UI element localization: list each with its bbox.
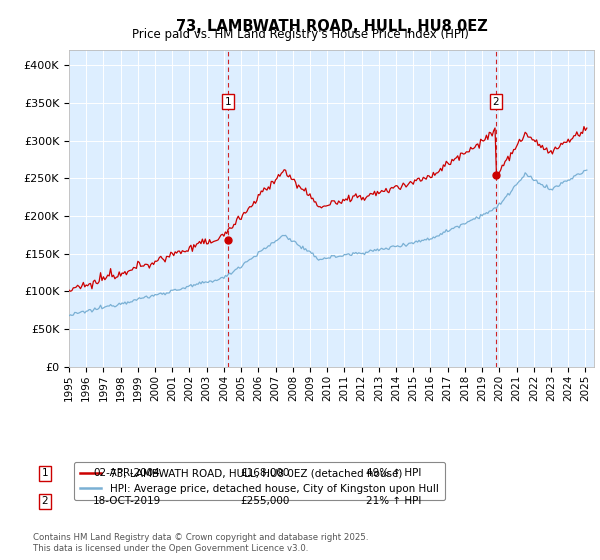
Text: £255,000: £255,000 [240,496,289,506]
Text: Price paid vs. HM Land Registry's House Price Index (HPI): Price paid vs. HM Land Registry's House … [131,28,469,41]
Title: 73, LAMBWATH ROAD, HULL, HU8 0EZ: 73, LAMBWATH ROAD, HULL, HU8 0EZ [176,19,487,34]
Text: 1: 1 [41,468,49,478]
Text: 02-APR-2004: 02-APR-2004 [93,468,160,478]
Text: Contains HM Land Registry data © Crown copyright and database right 2025.
This d: Contains HM Land Registry data © Crown c… [33,533,368,553]
Text: 2: 2 [41,496,49,506]
Legend: 73, LAMBWATH ROAD, HULL, HU8 0EZ (detached house), HPI: Average price, detached : 73, LAMBWATH ROAD, HULL, HU8 0EZ (detach… [74,462,445,500]
Text: 18-OCT-2019: 18-OCT-2019 [93,496,161,506]
Text: 49% ↑ HPI: 49% ↑ HPI [366,468,421,478]
Text: £168,000: £168,000 [240,468,289,478]
Text: 2: 2 [493,97,499,106]
Text: 1: 1 [225,97,232,106]
Text: 21% ↑ HPI: 21% ↑ HPI [366,496,421,506]
